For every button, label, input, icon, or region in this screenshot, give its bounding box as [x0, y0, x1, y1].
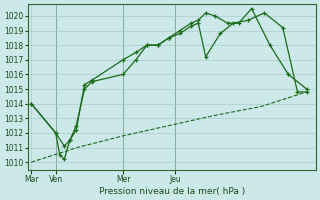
X-axis label: Pression niveau de la mer( hPa ): Pression niveau de la mer( hPa )	[99, 187, 245, 196]
